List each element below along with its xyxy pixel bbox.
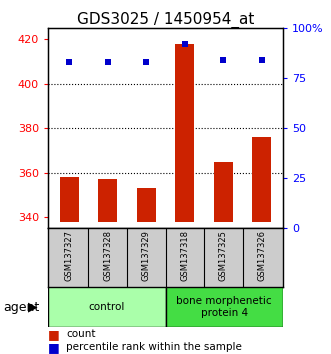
Bar	[60, 177, 79, 222]
Bar	[98, 179, 118, 222]
Bar	[213, 162, 233, 222]
Text: count: count	[66, 329, 96, 339]
Text: GSM137318: GSM137318	[180, 230, 189, 281]
Text: percentile rank within the sample: percentile rank within the sample	[66, 342, 242, 352]
Title: GDS3025 / 1450954_at: GDS3025 / 1450954_at	[77, 12, 254, 28]
Point	[67, 59, 72, 65]
Text: ■: ■	[48, 341, 60, 354]
Text: GSM137327: GSM137327	[65, 230, 74, 281]
Point	[182, 41, 187, 47]
Text: GSM137326: GSM137326	[257, 230, 266, 281]
Point	[259, 57, 264, 63]
Point	[221, 57, 226, 63]
Text: control: control	[89, 302, 125, 312]
Bar	[137, 188, 156, 222]
Text: GSM137328: GSM137328	[103, 230, 112, 281]
Text: bone morphenetic
protein 4: bone morphenetic protein 4	[176, 296, 272, 318]
Text: GSM137329: GSM137329	[142, 230, 151, 281]
Text: agent: agent	[3, 301, 40, 314]
Bar	[252, 137, 271, 222]
Text: ■: ■	[48, 328, 60, 341]
Bar	[48, 287, 166, 327]
Text: GSM137325: GSM137325	[219, 230, 228, 281]
Point	[144, 59, 149, 65]
Point	[105, 59, 110, 65]
Text: ▶: ▶	[28, 301, 38, 314]
Bar	[175, 44, 194, 222]
Bar	[166, 287, 283, 327]
